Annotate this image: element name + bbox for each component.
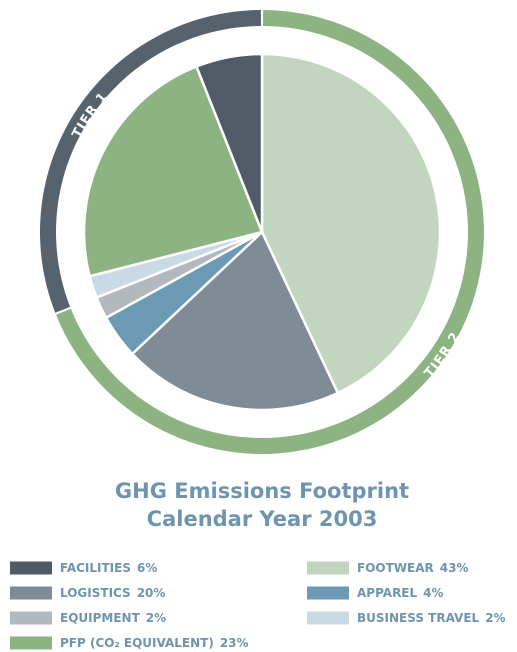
legend-swatch bbox=[307, 611, 349, 625]
legend-value: 20% bbox=[137, 586, 166, 600]
legend-value: 43% bbox=[440, 561, 469, 575]
pie-slice bbox=[130, 230, 340, 412]
pie-slice bbox=[195, 52, 264, 234]
chart-title: GHG Emissions Footprint bbox=[115, 479, 409, 503]
legend-swatch bbox=[10, 611, 52, 625]
legend-label: APPAREL 4% bbox=[357, 586, 444, 600]
legend-label: FACILITIES 6% bbox=[60, 561, 157, 575]
legend-label: LOGISTICS 20% bbox=[60, 586, 165, 600]
legend-value: 2% bbox=[485, 611, 505, 625]
legend-value: 2% bbox=[146, 611, 166, 625]
legend-label: PFP (CO₂ EQUIVALENT) 23% bbox=[60, 636, 249, 650]
legend-label: BUSINESS TRAVEL 2% bbox=[357, 611, 506, 625]
legend-name: LOGISTICS bbox=[60, 586, 131, 600]
legend-value: 6% bbox=[137, 561, 157, 575]
pie-slice bbox=[260, 52, 442, 395]
legend-swatch bbox=[10, 561, 52, 575]
legend-name: EQUIPMENT bbox=[60, 611, 141, 625]
legend-swatch bbox=[307, 561, 349, 575]
legend-value: 4% bbox=[423, 586, 443, 600]
legend-value: 23% bbox=[220, 636, 249, 650]
pie-slice bbox=[82, 65, 264, 278]
legend-name: BUSINESS TRAVEL bbox=[357, 611, 480, 625]
legend-name: PFP (CO₂ EQUIVALENT) bbox=[60, 636, 214, 650]
legend-label: EQUIPMENT 2% bbox=[60, 611, 166, 625]
legend-name: FACILITIES bbox=[60, 561, 131, 575]
legend-swatch bbox=[307, 586, 349, 600]
legend-swatch bbox=[10, 636, 52, 650]
legend-name: APPAREL bbox=[357, 586, 418, 600]
legend-swatch bbox=[10, 586, 52, 600]
legend-label: FOOTWEAR 43% bbox=[357, 561, 468, 575]
chart-subtitle: Calendar Year 2003 bbox=[147, 507, 378, 531]
tier-ring bbox=[39, 10, 261, 313]
legend-name: FOOTWEAR bbox=[357, 561, 434, 575]
